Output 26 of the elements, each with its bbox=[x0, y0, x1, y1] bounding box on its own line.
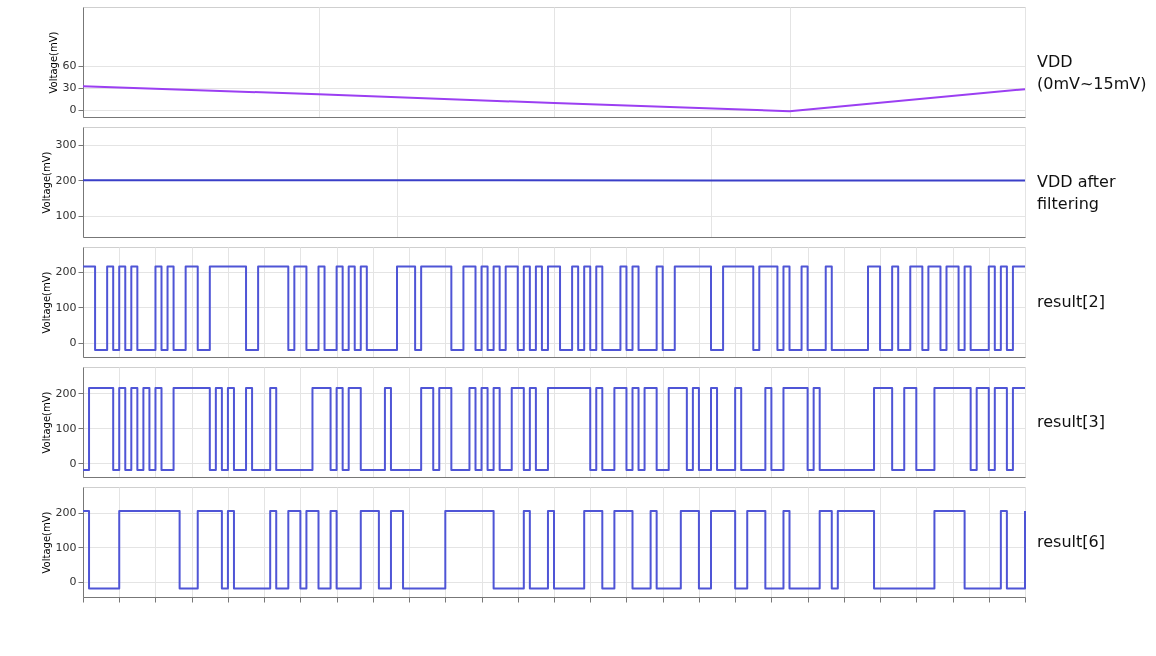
y-tick-label: 100 bbox=[55, 300, 77, 314]
y-tick-label: 0 bbox=[69, 336, 77, 350]
y-axis-title: Voltage(mV) bbox=[40, 391, 52, 454]
y-tick-label: 30 bbox=[62, 81, 77, 95]
y-axis-title: Voltage(mV) bbox=[47, 31, 59, 94]
y-tick-label: 60 bbox=[62, 59, 77, 73]
y-tick-label: 200 bbox=[55, 386, 77, 400]
series-label: result[3] bbox=[1037, 412, 1105, 431]
y-tick-label: 100 bbox=[55, 421, 77, 435]
line-series bbox=[82, 85, 1026, 113]
series-label: result[6] bbox=[1037, 532, 1105, 551]
y-tick-label: 100 bbox=[55, 209, 77, 223]
y-tick-label: 100 bbox=[55, 540, 77, 554]
y-tick-label: 0 bbox=[69, 456, 77, 470]
y-axis-title: Voltage(mV) bbox=[40, 151, 52, 214]
y-tick-label: 0 bbox=[69, 575, 77, 589]
series-label: VDD after filtering bbox=[1037, 172, 1116, 213]
y-tick-label: 0 bbox=[69, 103, 77, 117]
y-axis-title: Voltage(mV) bbox=[40, 511, 52, 574]
y-axis-title: Voltage(mV) bbox=[40, 271, 52, 334]
series-label: result[2] bbox=[1037, 292, 1105, 311]
y-tick-label: 200 bbox=[55, 173, 77, 187]
y-tick-label: 200 bbox=[55, 506, 77, 520]
series-label: VDD (0mV~15mV) bbox=[1037, 52, 1147, 93]
y-tick-label: 200 bbox=[55, 265, 77, 279]
y-tick-label: 300 bbox=[55, 138, 77, 152]
